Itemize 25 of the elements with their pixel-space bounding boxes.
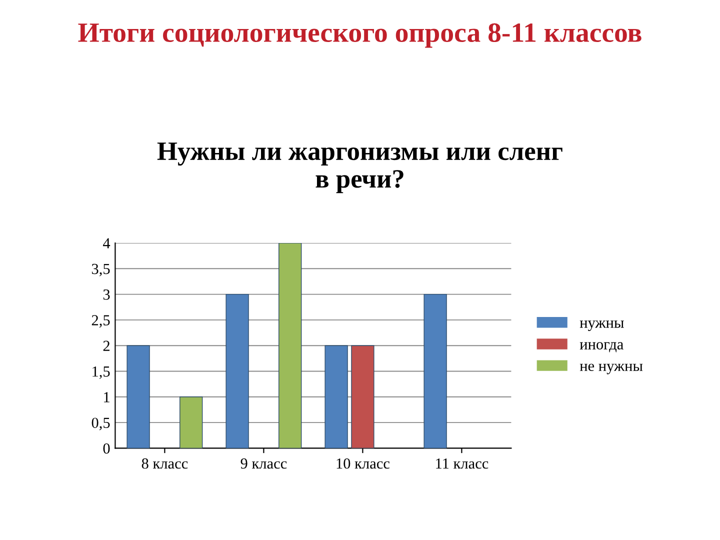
y-tick-label: 3: [103, 289, 110, 300]
y-tick-label: 1,5: [92, 366, 110, 379]
x-tick-label: 9 класс: [240, 458, 287, 469]
bar: [180, 396, 203, 448]
y-tick-label: 4: [103, 238, 110, 248]
chart-title: Итоги социологического опроса 8-11 классов: [78, 23, 642, 48]
bar: [424, 294, 447, 448]
y-tick-label: 0: [103, 443, 110, 454]
x-tick-label: 10 класс: [336, 458, 390, 469]
bar: [126, 345, 150, 448]
bar: [351, 345, 374, 448]
x-tick-label: 11 класс: [436, 458, 488, 469]
x-tick-label: 8 класс: [142, 458, 188, 469]
y-tick-label: 3,5: [92, 264, 110, 276]
chart-subtitle: Нужны ли жаргонизмы или сленг в речи?: [157, 142, 562, 194]
bar: [324, 345, 348, 448]
bar: [226, 294, 249, 448]
y-tick-label: 2: [103, 340, 110, 351]
bar: [278, 243, 302, 448]
y-tick-label: 2,5: [92, 315, 110, 328]
legend-label: иногда: [580, 342, 624, 352]
y-tick-label: 1: [104, 392, 110, 402]
y-tick-label: 0,5: [92, 418, 110, 430]
legend-label: не нужны: [580, 364, 643, 374]
legend-label: нужны: [580, 320, 624, 331]
